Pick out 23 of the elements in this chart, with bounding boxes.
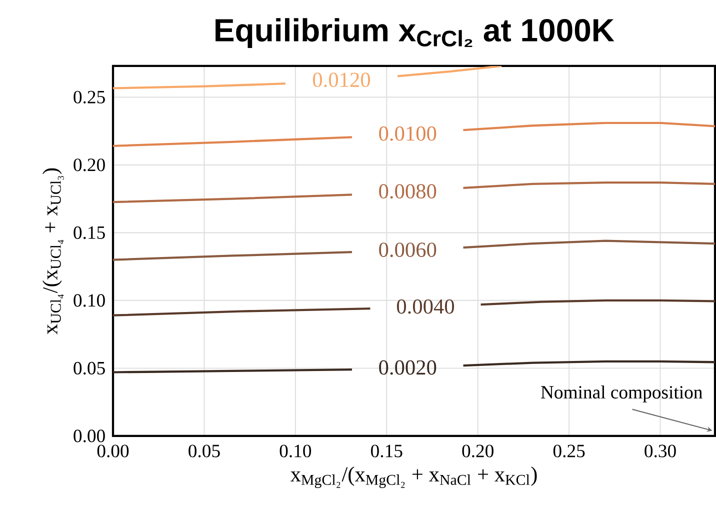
y-tick-label: 0.15 bbox=[74, 226, 105, 240]
text: x$_{MgCl₂}$/(x$_{MgCl₂}$ + x$_{NaCl}$ + x$_{KCl}$) bbox=[290, 466, 537, 488]
series-label: 0.0040 bbox=[396, 299, 454, 314]
y-axis-title: x$_{UCl₄}$/(x$_{UCl₄}$ + x$_{UCl₃}$) bbox=[42, 168, 64, 334]
x-tick-label: 0.05 bbox=[188, 444, 220, 458]
x-tick-label: 0.20 bbox=[462, 444, 494, 458]
y-tick-label: 0.00 bbox=[74, 430, 105, 442]
x-tick-label: 0.30 bbox=[644, 444, 676, 458]
x-tick-label: 0.00 bbox=[97, 444, 129, 458]
y-tick-label: 0.05 bbox=[74, 362, 105, 375]
y-tick-label: 0.25 bbox=[74, 90, 105, 104]
chart-title: Equilibrium x$_{CrCl₂}$ at 1000K bbox=[216, 18, 614, 48]
series-label: 0.0100 bbox=[379, 126, 436, 141]
y-tick-label: 0.20 bbox=[74, 158, 105, 172]
x-tick-label: 0.15 bbox=[371, 444, 402, 458]
x-tick-label: 0.25 bbox=[553, 444, 585, 458]
series-label: 0.0020 bbox=[379, 360, 436, 375]
y-tick-label: 0.10 bbox=[74, 294, 105, 307]
series-label: 0.0060 bbox=[379, 242, 436, 258]
annotation: Nominal composition bbox=[540, 385, 702, 402]
series-label: 0.0080 bbox=[379, 184, 436, 199]
series-label: 0.0120 bbox=[312, 72, 370, 88]
x-tick-label: 0.10 bbox=[280, 444, 312, 458]
